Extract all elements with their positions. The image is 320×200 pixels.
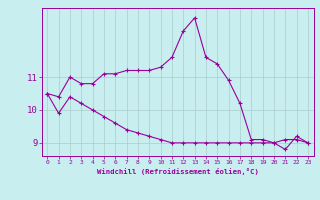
X-axis label: Windchill (Refroidissement éolien,°C): Windchill (Refroidissement éolien,°C) — [97, 168, 259, 175]
